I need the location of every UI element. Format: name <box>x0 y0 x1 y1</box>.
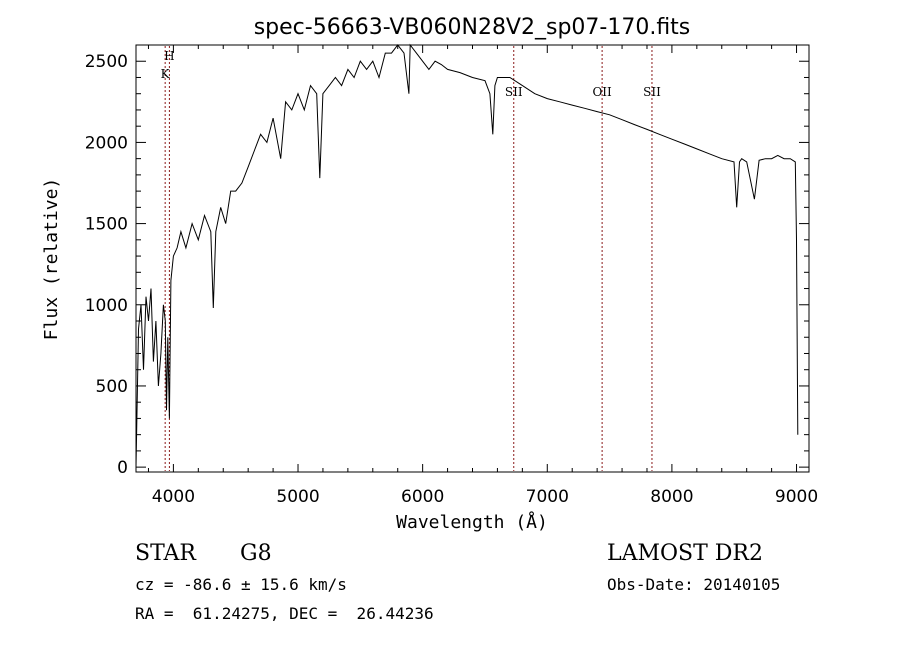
obs-date: Obs-Date: 20140105 <box>607 575 780 594</box>
line-marker-label: H <box>164 49 174 63</box>
line-marker-label: SII <box>643 85 661 99</box>
x-tick-label: 8000 <box>650 487 693 507</box>
y-tick-label: 1500 <box>85 215 128 235</box>
y-axis-label: Flux (relative) <box>41 178 62 341</box>
x-axis: 4000 5000 6000 7000 8000 9000 <box>147 45 818 507</box>
plot-frame <box>135 44 810 473</box>
x-axis-label: Wavelength (Å) <box>396 511 548 533</box>
x-tick-label: 6000 <box>401 487 444 507</box>
spectrum-series-line <box>135 43 799 468</box>
redshift-cz: cz = -86.6 ± 15.6 km/s <box>135 575 347 594</box>
y-tick-label: 2500 <box>85 52 128 72</box>
line-marker-label: OII <box>592 85 612 99</box>
object-class: STAR <box>135 541 197 566</box>
y-axis: 0 500 1000 1500 2000 2500 <box>85 44 809 478</box>
x-tick-label: 4000 <box>152 487 195 507</box>
y-tick-label: 0 <box>117 458 128 478</box>
x-tick-label: 7000 <box>526 487 569 507</box>
y-tick-label: 1000 <box>85 296 128 316</box>
x-tick-label: 9000 <box>775 487 818 507</box>
x-tick-label: 5000 <box>276 487 319 507</box>
spectral-subclass: G8 <box>240 541 272 566</box>
line-marker-label: SII <box>505 85 523 99</box>
y-tick-label: 500 <box>96 377 128 397</box>
line-marker-label: K <box>161 67 171 81</box>
chart-title: spec-56663-VB060N28V2_sp07-170.fits <box>254 15 691 40</box>
survey-name: LAMOST DR2 <box>607 541 763 566</box>
y-tick-label: 2000 <box>85 133 128 153</box>
line-markers: HK SII OII SII <box>161 46 661 471</box>
ra-dec: RA = 61.24275, DEC = 26.44236 <box>135 604 434 623</box>
